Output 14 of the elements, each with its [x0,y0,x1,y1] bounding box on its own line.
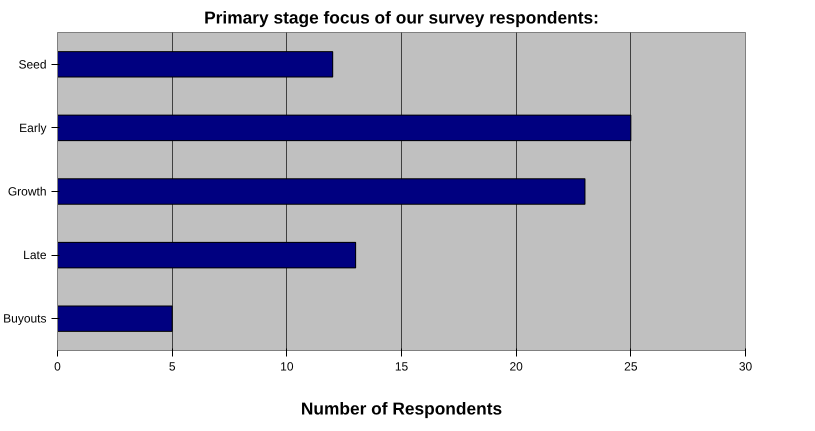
chart-title: Primary stage focus of our survey respondents: [204,8,599,28]
x-tick-label: 0 [54,360,62,374]
x-tick-label: 30 [738,360,752,374]
y-tick-label: Buyouts [3,312,46,326]
y-tick-label: Early [19,120,47,135]
x-axis-title: Number of Respondents [300,398,502,418]
x-tick-label: 10 [280,360,294,374]
y-tick-label: Seed [18,57,47,72]
x-tick-label: 25 [624,360,638,374]
y-tick-label: Late [23,248,47,262]
x-tick-label: 5 [168,360,176,374]
x-tick-label: 15 [394,360,408,374]
y-tick-label: Growth [8,184,47,198]
x-tick-label: 20 [509,360,524,374]
